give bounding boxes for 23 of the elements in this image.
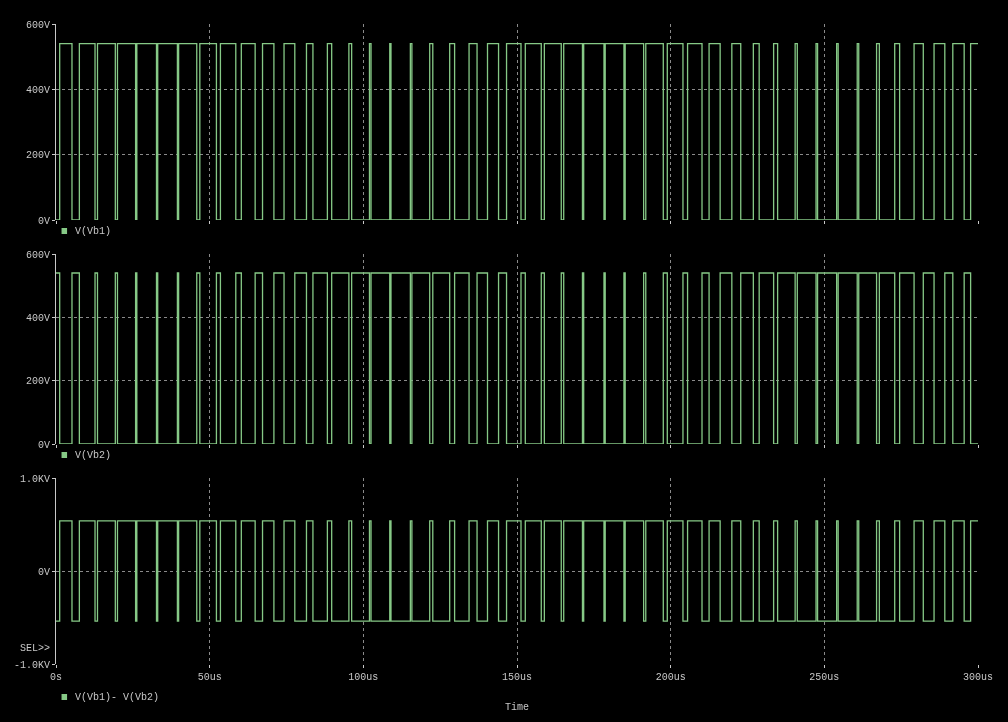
y-tick-label: 200V	[25, 376, 50, 388]
y-tick-label: 600V	[25, 19, 50, 31]
x-tick-label: 200us	[655, 672, 686, 683]
y-tick-label: 400V	[25, 84, 50, 96]
y-tick-label: -1.0KV	[13, 659, 50, 671]
x-tick-label: 150us	[501, 672, 533, 683]
legend-label: V(Vb1)	[75, 226, 112, 237]
x-axis-title: Time	[504, 701, 530, 713]
legend-label: V(Vb2)	[75, 450, 112, 461]
y-tick-label: 0V	[37, 215, 50, 227]
text: SEL>>	[20, 643, 51, 654]
legend-label: V(Vb1)- V(Vb2)	[75, 692, 160, 703]
x-tick-label: 50us	[197, 672, 222, 683]
y-tick-label: 200V	[25, 150, 50, 162]
x-tick-label: 250us	[809, 672, 840, 683]
y-tick-label: 400V	[25, 312, 50, 324]
y-tick-label: 0V	[37, 566, 50, 578]
x-tick-label: 300us	[962, 672, 994, 683]
y-tick-label: 600V	[25, 249, 50, 261]
y-tick-label: 1.0KV	[19, 473, 50, 485]
x-tick-label: 0s	[49, 672, 63, 683]
y-tick-label: 0V	[37, 439, 50, 451]
x-tick-label: 100us	[348, 672, 379, 683]
